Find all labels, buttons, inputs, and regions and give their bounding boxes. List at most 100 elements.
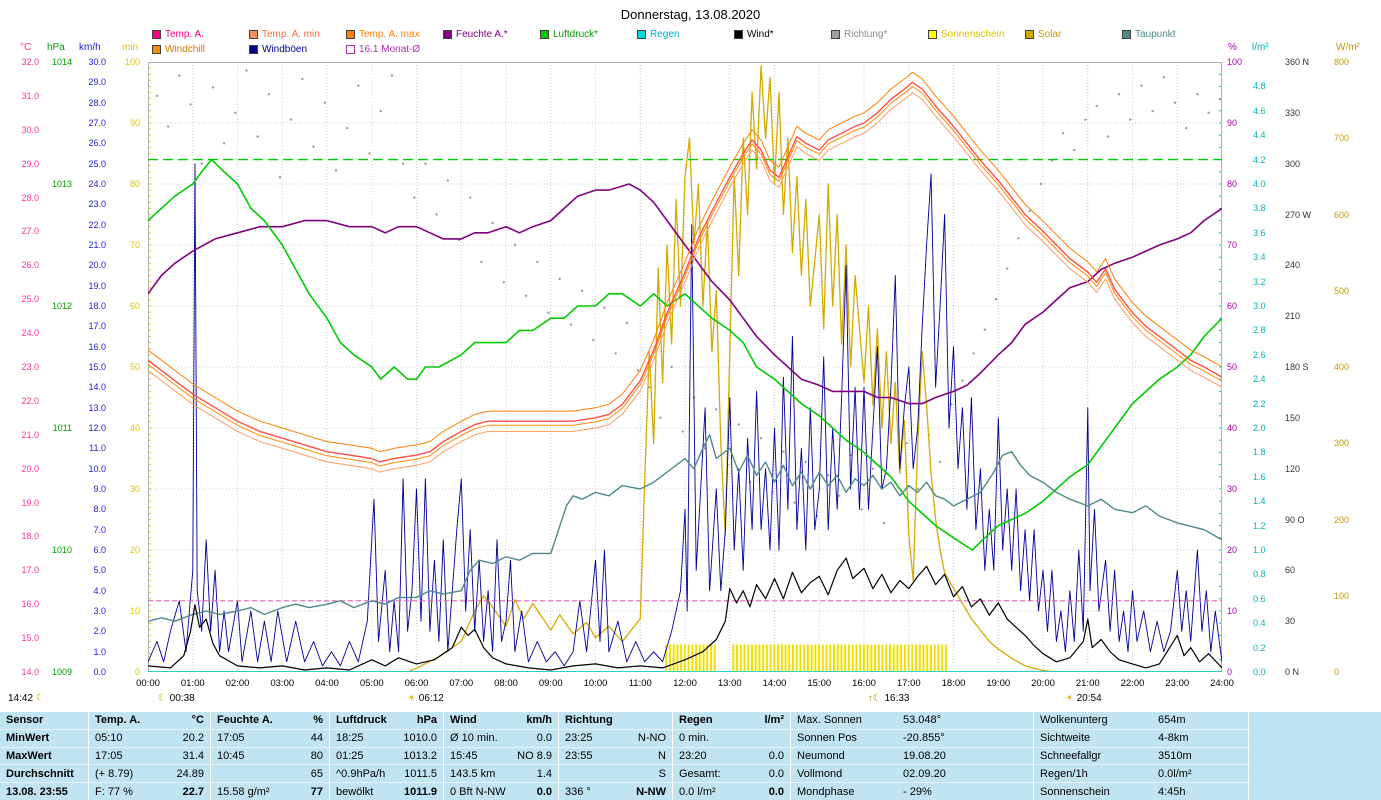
series-temp_a_min (147, 92, 1223, 473)
table-row: 65 (211, 765, 329, 784)
tick-label: 70 (129, 240, 140, 250)
table-row: 336 ° N-NW (559, 783, 672, 800)
tick-label: 29.0 (88, 77, 106, 88)
tick-label: 2.6 (1253, 349, 1266, 360)
cell-label: 0.0 l/m² (679, 785, 716, 798)
axis-humidity-unit: % (1228, 42, 1237, 53)
series-richtung-dot (1129, 118, 1132, 121)
legend-label: Sonnenschein (941, 29, 1005, 40)
series-richtung-dot (580, 289, 584, 292)
table-row: Wind km/h (444, 712, 558, 730)
series-richtung-dot (1095, 104, 1098, 108)
series-richtung-dot (827, 474, 830, 477)
legend-label: Luftdruck* (553, 29, 599, 40)
axis-humidity-labels: 100 90 80 70 60 50 40 30 20 10 0 (1227, 0, 1251, 712)
cell-label: Mondphase (797, 785, 855, 798)
axis-sun-labels: 100 90 80 70 60 50 40 30 20 10 0 (116, 0, 140, 712)
tick-label: 210 (1285, 311, 1301, 322)
cell-label: Regen (679, 714, 713, 727)
tick-label: 100 (1334, 590, 1350, 601)
tick-label: 19.0 (88, 280, 106, 291)
table-column-sensor: Sensor MinWert MaxWert Durchschnitt 13.08. 2… (0, 712, 88, 800)
cell-value: 4-8km (1158, 732, 1189, 745)
tick-label: 3.8 (1253, 203, 1266, 214)
tick-label: 90 (129, 118, 140, 128)
tick-label: 30.0 (21, 124, 39, 135)
cell-label: Richtung (565, 714, 613, 727)
tick-label: 700 (1334, 133, 1350, 144)
x-tick-label: 20:00 (1031, 678, 1055, 689)
tick-label: 3.2 (1253, 276, 1266, 287)
tick-label: 100 (1227, 57, 1243, 67)
temp-a-min-swatch-icon (249, 30, 258, 39)
cell-value: 80 (310, 749, 323, 762)
moonset-icon: ☾ (157, 693, 170, 704)
series-richtung-dot (659, 416, 662, 419)
cell-label: MaxWert (6, 749, 52, 762)
series-richtung-dot (290, 118, 293, 121)
cell-label: Temp. A. (95, 714, 141, 727)
series-richtung-dot (345, 126, 349, 130)
tick-label: 90 O (1285, 514, 1305, 525)
series-richtung-dot (1028, 209, 1031, 213)
table-row: 10:45 80 (211, 748, 329, 766)
legend-label: Richtung* (844, 29, 888, 40)
series-richtung-dot (222, 142, 226, 145)
tick-label: 25.0 (88, 158, 106, 169)
table-row: Regen/1h 0.0l/m² (1034, 765, 1248, 784)
tick-label: 19.0 (21, 497, 39, 508)
tick-label: 1.0 (1253, 545, 1266, 555)
cell-label: Neumond (797, 749, 845, 762)
table-row: Wolkenunterg 654m (1034, 712, 1248, 730)
series-richtung-dot (1039, 182, 1042, 186)
cell-value: 44 (310, 732, 323, 745)
tick-label: 30 (1227, 484, 1238, 494)
x-tick-label: 10:00 (583, 678, 608, 689)
tick-label: 360 N (1285, 57, 1310, 67)
tick-label: 27.0 (21, 226, 39, 237)
cell-value: N-NO (637, 732, 666, 745)
cell-label: bewölkt (336, 785, 374, 798)
cell-label: Sichtweite (1040, 732, 1091, 745)
series-richtung-dot (357, 84, 360, 87)
cell-label: Ø 10 min. (450, 732, 498, 745)
series-richtung-dot (1017, 237, 1020, 240)
tick-label: 28.0 (88, 97, 106, 108)
cell-value: 1013.2 (403, 749, 437, 762)
axis-solar-labels: 800 700 600 500 400 300 200 100 0 (1334, 0, 1364, 712)
table-column-luftdruck: Luftdruck hPa 18:25 1010.0 01:25 1013.2 ^0.9hP… (329, 712, 443, 800)
legend-label: Taupunkt (1135, 29, 1176, 40)
tick-label: 0.0 (1253, 667, 1266, 677)
series-richtung-dot (1218, 98, 1222, 101)
axis-pressure-unit: hPa (47, 42, 65, 53)
legend-label: Windchill (165, 44, 206, 55)
legend-label: Wind* (747, 29, 774, 40)
cell-label: 15:45 (450, 749, 478, 762)
tick-label: 21.0 (21, 429, 39, 440)
tick-label: 4.2 (1253, 154, 1266, 165)
legend-item: Temp. A. max (346, 29, 443, 40)
series-richtung-dot (1173, 101, 1177, 104)
legend-label: Regen (650, 29, 680, 40)
tick-label: 10 (1227, 606, 1238, 616)
cell-value: 53.048° (903, 714, 942, 727)
marker-moonset: ☾ 00:38 (158, 693, 195, 704)
series-richtung-dot (1196, 93, 1199, 96)
tick-label: 1.4 (1253, 496, 1266, 507)
tick-label: 5.0 (93, 565, 106, 576)
cell-value: 22.7 (182, 785, 204, 798)
tick-label: 9.0 (93, 484, 106, 494)
cell-value: 1010.0 (403, 732, 437, 745)
tick-label: 26.0 (21, 260, 39, 271)
tick-label: 90 (1227, 118, 1238, 128)
axis-wind-unit: km/h (79, 42, 101, 53)
tick-label: 300 (1334, 438, 1350, 449)
series-richtung-dot (1084, 118, 1087, 121)
cell-label: Wind (450, 714, 477, 727)
tick-label: 1014 (51, 57, 72, 67)
sonnenschein-swatch-icon (928, 30, 937, 39)
table-row: Richtung (559, 712, 672, 730)
tick-label: 16.0 (88, 341, 106, 352)
cell-label: F: 77 % (95, 785, 133, 798)
